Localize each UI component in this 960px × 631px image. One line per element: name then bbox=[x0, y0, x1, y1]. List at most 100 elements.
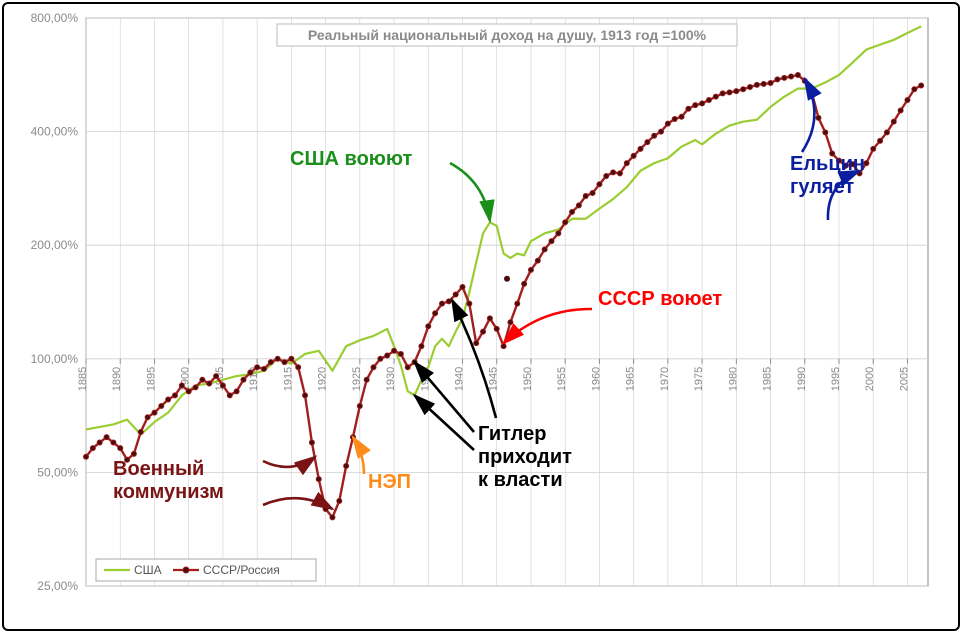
marker bbox=[220, 383, 225, 388]
marker bbox=[501, 344, 506, 349]
marker bbox=[775, 77, 780, 82]
x-tick-label: 1960 bbox=[590, 367, 602, 391]
x-tick-label: 1945 bbox=[488, 367, 500, 391]
marker bbox=[631, 153, 636, 158]
annotation-war-communism: коммунизм bbox=[113, 481, 224, 503]
annotation-hitler: приходит bbox=[478, 446, 572, 468]
marker bbox=[248, 370, 253, 375]
marker bbox=[699, 101, 704, 106]
marker bbox=[186, 389, 191, 394]
marker bbox=[391, 348, 396, 353]
marker bbox=[275, 356, 280, 361]
marker bbox=[679, 114, 684, 119]
annotation-yeltsin: Ельцин bbox=[790, 153, 865, 175]
x-tick-label: 1925 bbox=[351, 367, 363, 391]
marker bbox=[706, 97, 711, 102]
marker bbox=[371, 365, 376, 370]
marker bbox=[583, 193, 588, 198]
x-tick-label: 1950 bbox=[522, 367, 534, 391]
y-tick-label: 100,00% bbox=[31, 352, 79, 366]
marker bbox=[398, 351, 403, 356]
x-tick-label: 1980 bbox=[727, 367, 739, 391]
marker bbox=[480, 329, 485, 334]
marker bbox=[446, 299, 451, 304]
marker bbox=[426, 324, 431, 329]
marker bbox=[213, 373, 218, 378]
marker bbox=[658, 129, 663, 134]
marker bbox=[172, 393, 177, 398]
marker bbox=[624, 161, 629, 166]
marker bbox=[302, 393, 307, 398]
marker bbox=[542, 247, 547, 252]
annotation-war-communism: Военный bbox=[113, 458, 204, 480]
y-tick-label: 200,00% bbox=[31, 238, 79, 252]
marker bbox=[467, 301, 472, 306]
marker bbox=[289, 356, 294, 361]
marker bbox=[83, 454, 88, 459]
marker bbox=[255, 365, 260, 370]
marker bbox=[549, 239, 554, 244]
marker bbox=[282, 360, 287, 365]
x-tick-label: 1885 bbox=[77, 367, 89, 391]
marker bbox=[460, 284, 465, 289]
x-tick-label: 2000 bbox=[864, 367, 876, 391]
marker bbox=[357, 403, 362, 408]
marker bbox=[138, 429, 143, 434]
marker bbox=[241, 377, 246, 382]
marker bbox=[528, 267, 533, 272]
marker bbox=[912, 87, 917, 92]
annotation-usa-war: США воюют bbox=[290, 148, 412, 170]
chart-title: Реальный национальный доход на душу, 191… bbox=[308, 27, 707, 43]
annotation-hitler: Гитлер bbox=[478, 423, 546, 445]
marker bbox=[405, 365, 410, 370]
marker bbox=[166, 397, 171, 402]
x-tick-label: 1995 bbox=[830, 367, 842, 391]
annotation-nep: НЭП bbox=[368, 471, 411, 493]
marker bbox=[344, 463, 349, 468]
marker bbox=[433, 311, 438, 316]
marker bbox=[316, 476, 321, 481]
marker bbox=[364, 377, 369, 382]
marker bbox=[487, 316, 492, 321]
marker bbox=[672, 116, 677, 121]
marker bbox=[877, 138, 882, 143]
x-tick-label: 1955 bbox=[556, 367, 568, 391]
marker bbox=[898, 108, 903, 113]
annotation-ussr-war: СССР воюет bbox=[598, 288, 722, 310]
marker bbox=[597, 182, 602, 187]
marker bbox=[207, 381, 212, 386]
marker bbox=[385, 353, 390, 358]
x-tick-label: 1990 bbox=[796, 367, 808, 391]
marker bbox=[617, 171, 622, 176]
marker bbox=[515, 301, 520, 306]
x-tick-label: 1940 bbox=[454, 367, 466, 391]
marker bbox=[734, 89, 739, 94]
legend-label: США bbox=[134, 563, 162, 577]
annotation-hitler: к власти bbox=[478, 469, 563, 491]
marker bbox=[604, 173, 609, 178]
marker bbox=[261, 366, 266, 371]
marker bbox=[754, 82, 759, 87]
marker bbox=[720, 91, 725, 96]
x-tick-label: 1920 bbox=[317, 367, 329, 391]
marker bbox=[309, 440, 314, 445]
marker bbox=[576, 203, 581, 208]
x-tick-label: 1915 bbox=[282, 367, 294, 391]
marker bbox=[535, 258, 540, 263]
y-tick-label: 800,00% bbox=[31, 11, 79, 25]
marker bbox=[296, 365, 301, 370]
marker bbox=[337, 498, 342, 503]
y-tick-label: 50,00% bbox=[37, 465, 78, 479]
marker bbox=[111, 440, 116, 445]
x-tick-label: 1985 bbox=[762, 367, 774, 391]
x-tick-label: 1895 bbox=[145, 367, 157, 391]
marker bbox=[494, 326, 499, 331]
marker bbox=[378, 356, 383, 361]
marker bbox=[193, 385, 198, 390]
marker bbox=[179, 383, 184, 388]
marker bbox=[761, 81, 766, 86]
marker bbox=[97, 440, 102, 445]
marker bbox=[227, 393, 232, 398]
marker bbox=[522, 281, 527, 286]
chart-svg: 25,00%50,00%100,00%200,00%400,00%800,00%… bbox=[0, 0, 960, 631]
